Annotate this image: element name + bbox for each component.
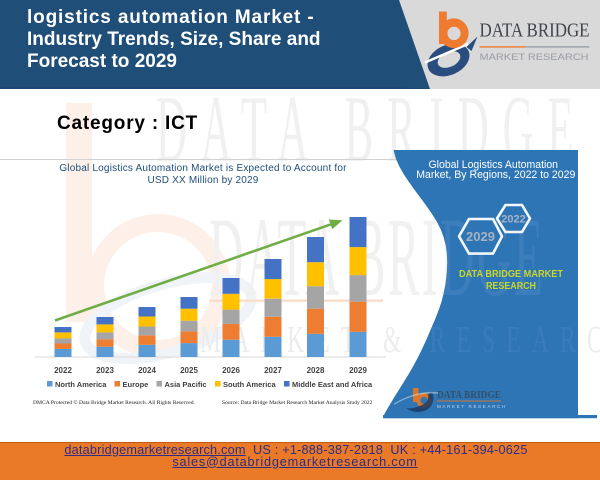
svg-text:DMCA Protected © Data Bridge M: DMCA Protected © Data Bridge Market Rese…: [33, 399, 196, 406]
svg-text:MARKET RESEARCH: MARKET RESEARCH: [480, 52, 589, 63]
svg-text:MARKET & RESEARCH: MARKET & RESEARCH: [370, 318, 600, 360]
svg-text:North America: North America: [55, 380, 107, 389]
svg-text:MARKET RESEARCH: MARKET RESEARCH: [437, 404, 507, 409]
svg-text:2025: 2025: [180, 366, 198, 375]
svg-text:2023: 2023: [96, 366, 114, 375]
svg-text:Market, By Regions, 2022 to 20: Market, By Regions, 2022 to 2029: [416, 169, 575, 181]
svg-text:DATA BRIDGE: DATA BRIDGE: [437, 390, 501, 401]
svg-text:2022: 2022: [54, 366, 72, 375]
svg-text:2026: 2026: [222, 366, 240, 375]
svg-text:2029: 2029: [466, 229, 495, 244]
svg-text:2029: 2029: [349, 366, 367, 375]
svg-text:Source: Data Bridge Market Res: Source: Data Bridge Market Research Mark…: [222, 400, 373, 406]
svg-text:2024: 2024: [138, 366, 156, 375]
svg-text:Asia Pacific: Asia Pacific: [165, 380, 207, 389]
svg-text:RESEARCH: RESEARCH: [486, 280, 536, 292]
svg-text:2028: 2028: [307, 366, 325, 375]
svg-text:South America: South America: [223, 380, 276, 389]
svg-text:Global Logistics Automation: Global Logistics Automation: [429, 159, 559, 171]
svg-text:2022: 2022: [501, 214, 525, 226]
svg-text:DATA BRIDGE MARKET: DATA BRIDGE MARKET: [459, 268, 564, 280]
svg-text:DATA BRIDGE: DATA BRIDGE: [480, 20, 590, 42]
svg-text:2027: 2027: [264, 366, 282, 375]
svg-text:Middle East and Africa: Middle East and Africa: [292, 380, 373, 389]
svg-text:Europe: Europe: [123, 380, 149, 389]
